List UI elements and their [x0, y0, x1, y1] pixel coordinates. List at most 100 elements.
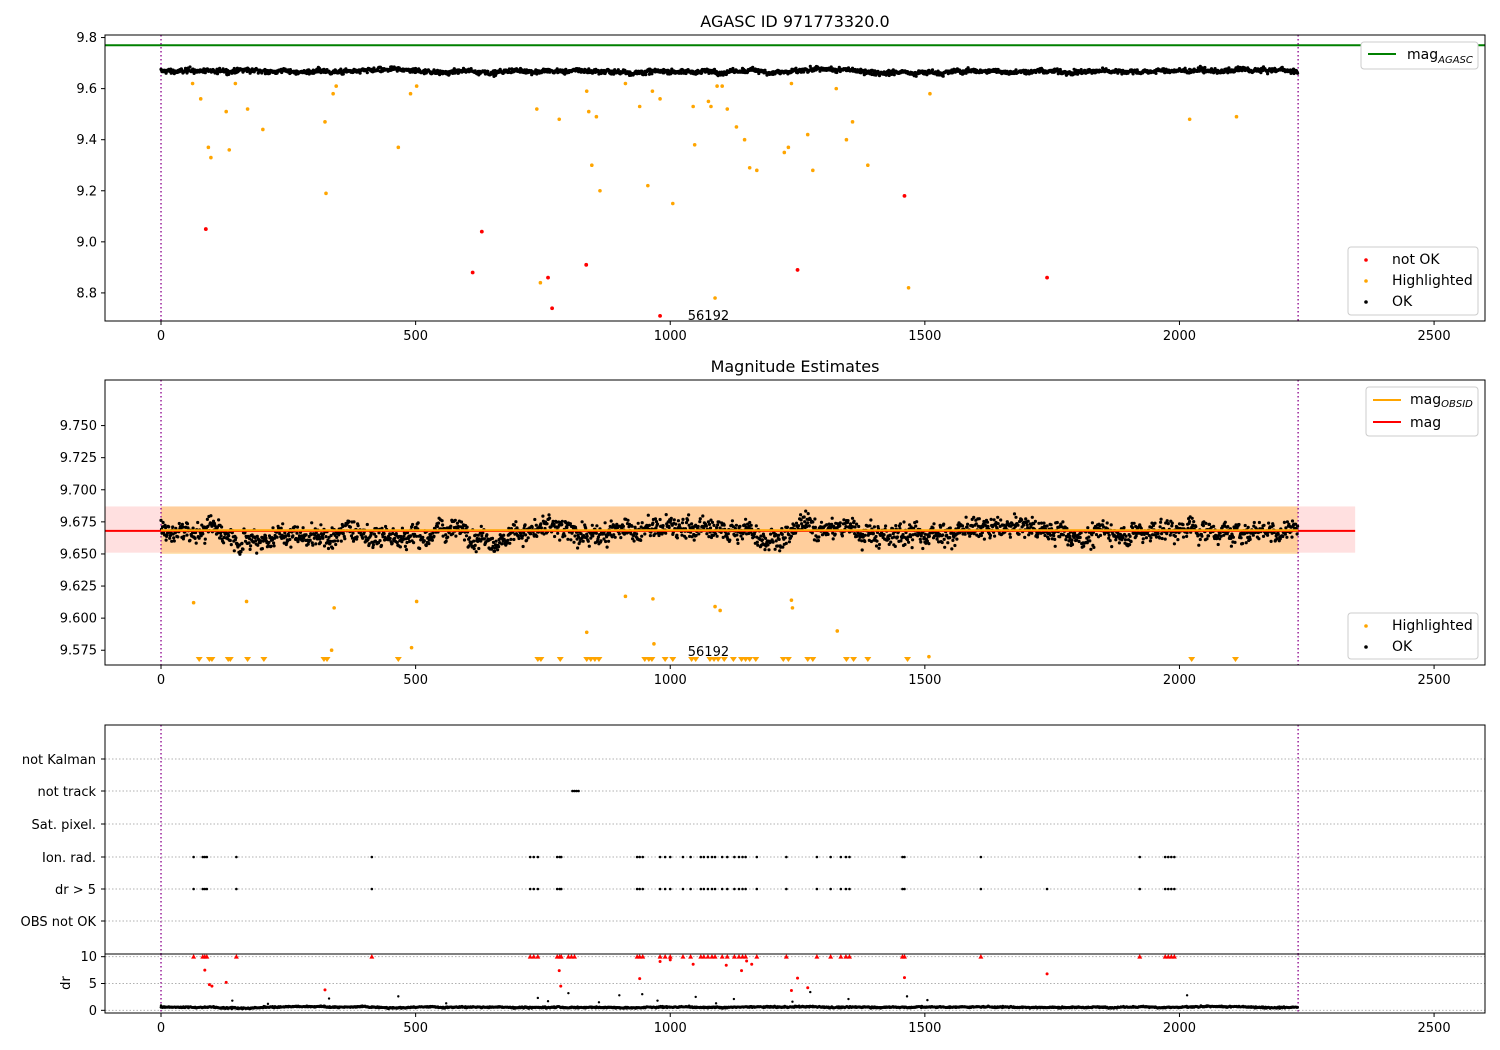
ok-point: [1070, 542, 1075, 547]
flag-point: [725, 855, 729, 859]
highlighted-point: [198, 97, 203, 101]
ok-point: [709, 518, 713, 522]
ok-point: [326, 538, 330, 542]
flag-point: [658, 855, 662, 859]
ok-point: [581, 539, 585, 543]
ok-point: [573, 534, 577, 538]
flag-point: [733, 855, 736, 859]
highlighted-point: [835, 629, 840, 633]
ok-point: [1055, 520, 1059, 525]
flag-point: [755, 887, 759, 891]
ok-point: [431, 531, 435, 535]
flag-point: [641, 887, 645, 891]
ok-point: [330, 526, 334, 530]
ok-point: [308, 538, 312, 542]
ok-point: [482, 537, 486, 541]
ok-point: [334, 542, 338, 547]
y-tick-label: 9.675: [60, 515, 97, 530]
flag-point: [1170, 887, 1173, 891]
ok-point: [1022, 523, 1026, 527]
ok-point: [599, 539, 603, 543]
legend-marker-ok: [1364, 300, 1368, 304]
ok-point: [421, 535, 425, 540]
flag-category-label: not Kalman: [22, 753, 96, 768]
ok-point: [852, 519, 856, 523]
ok-point: [903, 542, 907, 547]
ok-point: [842, 518, 846, 522]
ok-point: [1092, 545, 1096, 550]
ok-point: [306, 542, 310, 546]
ok-point: [1181, 523, 1185, 527]
ok-point: [996, 522, 1000, 526]
highlighted-point: [414, 599, 419, 604]
ok-point: [432, 534, 436, 539]
ok-point: [905, 538, 910, 542]
ok-point: [635, 532, 639, 536]
ok-point: [882, 533, 886, 537]
ok-point: [479, 524, 483, 529]
ok-point: [657, 532, 662, 536]
ok-point: [361, 536, 365, 540]
ok-point: [863, 539, 867, 544]
ok-point: [1290, 535, 1294, 539]
ok-point: [892, 535, 896, 539]
ok-point: [992, 518, 996, 522]
ok-point: [776, 544, 780, 548]
ok-point: [643, 532, 647, 536]
ok-point: [1053, 544, 1057, 548]
flag-point: [839, 855, 843, 859]
ok-point: [940, 540, 944, 545]
ok-point: [401, 537, 405, 542]
ok-point: [322, 544, 327, 548]
flag-point: [235, 855, 238, 859]
ok-point: [754, 524, 758, 528]
ok-point: [1014, 515, 1018, 519]
flag-point: [829, 887, 832, 891]
ok-point: [364, 535, 368, 539]
ok-point: [931, 526, 935, 530]
highlighted-point: [590, 163, 594, 168]
ok-point: [1276, 532, 1280, 536]
ok-point: [875, 539, 879, 543]
ok-point: [631, 537, 635, 541]
ok-point: [985, 520, 990, 524]
ok-point: [556, 531, 560, 535]
ok-point: [172, 536, 176, 540]
ok-point: [449, 524, 453, 528]
ok-point: [248, 547, 252, 552]
ok-point: [496, 548, 500, 552]
agasc-axes-frame: [104, 34, 1486, 322]
agasc-legend-bottom: not OK Highlighted OK: [1347, 246, 1479, 316]
ok-point: [636, 521, 640, 525]
ok-point: [339, 539, 343, 543]
ok-point: [193, 536, 197, 541]
ok-point: [232, 66, 236, 71]
ok-point: [576, 546, 580, 550]
flag-point: [205, 887, 209, 891]
ok-point: [612, 533, 616, 537]
ok-point: [469, 67, 473, 71]
highlighted-point: [586, 109, 591, 114]
ok-point: [398, 545, 402, 549]
ok-point: [171, 525, 175, 529]
ok-point: [271, 526, 275, 530]
flag-point: [1166, 855, 1170, 859]
ok-point: [374, 534, 378, 539]
ok-point: [234, 536, 238, 540]
ok-point: [371, 543, 375, 547]
ok-point: [830, 522, 834, 526]
ok-point: [646, 513, 650, 517]
ok-point: [942, 537, 946, 542]
ok-point: [205, 517, 209, 522]
flag-point: [192, 855, 195, 859]
ok-point: [977, 517, 981, 521]
ok-point: [1078, 535, 1082, 540]
ok-point: [444, 533, 448, 537]
flag-point: [536, 887, 540, 891]
ok-point: [213, 524, 217, 528]
ok-point: [272, 541, 276, 545]
ok-point: [805, 525, 809, 529]
ok-point: [240, 541, 244, 546]
ok-point: [714, 532, 718, 536]
